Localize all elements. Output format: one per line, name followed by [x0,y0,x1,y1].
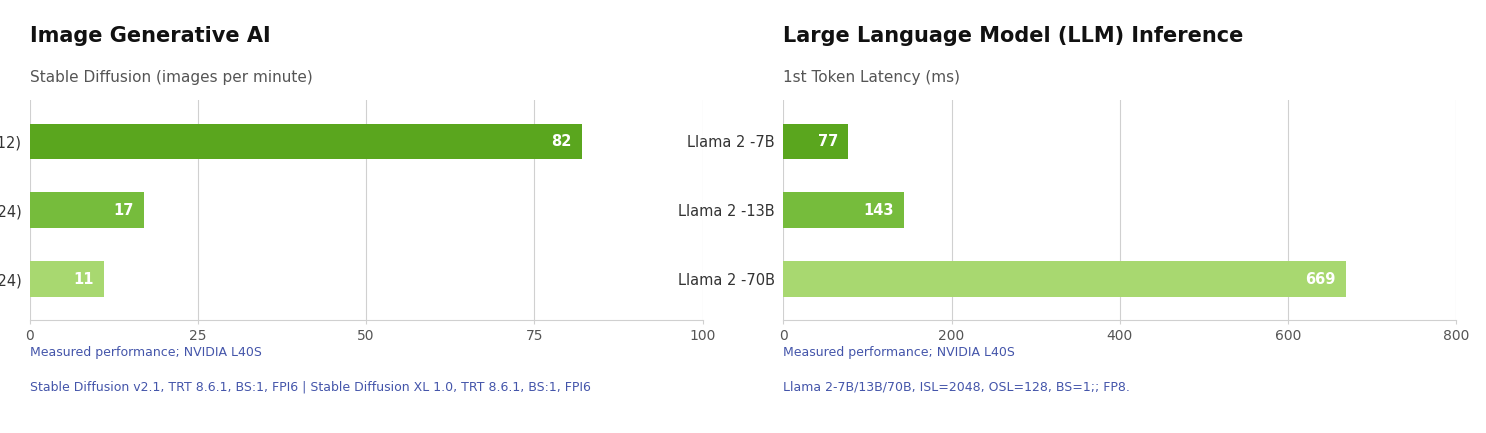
Text: Llama 2-7B/13B/70B, ISL=2048, OSL=128, BS=1;; FP8.: Llama 2-7B/13B/70B, ISL=2048, OSL=128, B… [783,381,1131,394]
Text: 17: 17 [113,203,134,218]
Text: Large Language Model (LLM) Inference: Large Language Model (LLM) Inference [783,26,1244,45]
Text: Measured performance; NVIDIA L40S: Measured performance; NVIDIA L40S [30,346,262,359]
Text: Image Generative AI: Image Generative AI [30,26,270,45]
Text: 669: 669 [1306,271,1336,287]
Text: 143: 143 [863,203,893,218]
Text: Stable Diffusion v2.1, TRT 8.6.1, BS:1, FPI6 | Stable Diffusion XL 1.0, TRT 8.6.: Stable Diffusion v2.1, TRT 8.6.1, BS:1, … [30,381,590,394]
Text: Measured performance; NVIDIA L40S: Measured performance; NVIDIA L40S [783,346,1015,359]
Bar [30,261,104,297]
Bar [783,123,849,159]
Bar [30,123,581,159]
Text: Stable Diffusion (images per minute): Stable Diffusion (images per minute) [30,70,312,85]
Text: 77: 77 [817,134,838,149]
Bar [30,192,144,228]
Text: 11: 11 [73,271,94,287]
Text: 1st Token Latency (ms): 1st Token Latency (ms) [783,70,960,85]
Text: 82: 82 [551,134,572,149]
Bar [783,261,1346,297]
Bar [783,192,903,228]
